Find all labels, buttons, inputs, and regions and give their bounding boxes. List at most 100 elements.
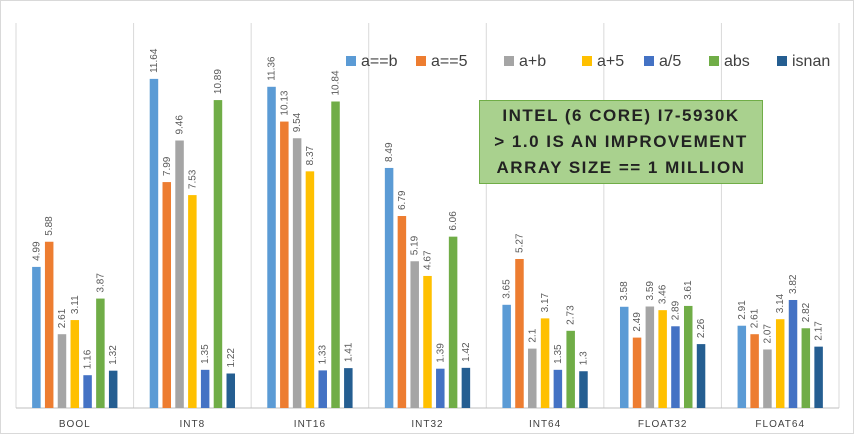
data-label: 3.59 [645,281,656,301]
data-label: 5.19 [410,235,421,255]
bar-a+b-INT32 [410,261,419,408]
data-label: 2.26 [696,318,707,338]
bar-a/5-FLOAT32 [671,326,680,408]
bar-abs-INT64 [566,330,575,408]
data-label: 1.22 [226,348,237,368]
data-label: 3.58 [619,281,630,301]
bar-isnan-INT64 [579,371,588,408]
data-label: 1.35 [200,344,211,364]
bar-a+b-FLOAT32 [645,306,655,408]
data-label: 11.36 [267,56,278,81]
data-label: 2.07 [762,324,773,344]
bar-a/5-INT16 [318,370,327,408]
bar-a==b-INT16 [267,86,276,409]
category-label: INT16 [294,419,326,430]
bar-a+b-FLOAT64 [763,349,772,408]
bar-a==5-INT32 [397,216,407,408]
data-label: 4.67 [423,250,434,270]
data-label: 2.89 [670,300,681,320]
bar-abs-INT16 [331,101,340,409]
data-label: 2.73 [566,305,577,325]
data-label: 2.91 [737,300,748,320]
legend-swatch [644,56,654,66]
category-label: FLOAT32 [638,419,688,430]
bar-a==b-INT8 [149,78,159,408]
bar-a==5-INT64 [515,258,524,408]
bar-a+b-INT8 [175,140,184,408]
data-label: 3.82 [788,274,799,294]
bar-a+5-BOOL [70,320,80,408]
bar-a/5-BOOL [83,375,92,408]
legend-label: a+b [519,53,546,70]
bar-a+b-BOOL [57,334,67,408]
annotation-line-2: > 1.0 IS AN IMPROVEMENT [494,132,748,151]
bar-a+5-FLOAT32 [658,310,667,408]
bar-isnan-BOOL [108,370,118,408]
bar-a+b-INT16 [292,138,302,408]
bar-isnan-INT8 [226,373,236,408]
bar-a==5-FLOAT32 [632,337,642,408]
data-label: 2.17 [814,321,825,341]
data-label: 3.61 [683,280,694,300]
bar-abs-INT8 [213,100,223,408]
data-label: 7.53 [187,169,198,189]
data-label: 2.61 [57,308,68,328]
bar-isnan-FLOAT64 [814,346,823,408]
bar-abs-BOOL [96,298,105,408]
data-label: 2.49 [632,312,643,332]
data-label: 7.99 [162,156,173,176]
category-label: INT8 [180,419,206,430]
legend-swatch [346,56,356,66]
annotation-box: INTEL (6 CORE) I7-5930K > 1.0 IS AN IMPR… [479,100,763,184]
data-label: 9.54 [292,112,303,132]
data-label: 9.46 [175,115,186,135]
bar-a==5-FLOAT64 [750,334,759,408]
category-label: INT64 [529,419,561,430]
data-label: 2.1 [527,328,538,342]
bar-a+5-INT8 [188,195,197,408]
legend-label: isnan [792,53,830,70]
data-label: 4.99 [31,241,42,261]
data-label: 8.49 [384,142,395,162]
annotation-line-1: INTEL (6 CORE) I7-5930K [502,106,740,125]
bar-a==5-INT8 [162,182,172,408]
data-label: 8.37 [305,145,316,165]
bar-a==b-BOOL [32,266,41,408]
data-label: 1.39 [435,343,446,363]
bar-isnan-INT16 [344,368,353,408]
data-label: 3.65 [502,279,513,299]
data-label: 10.89 [213,69,224,94]
bar-a==b-INT64 [502,304,511,408]
legend-swatch [777,56,787,66]
bar-a+5-FLOAT64 [775,319,785,408]
bar-a==5-INT16 [280,121,289,408]
data-label: 6.06 [448,211,459,231]
legend-label: a/5 [659,53,681,70]
bar-a+5-INT16 [305,171,315,408]
category-label: INT32 [411,419,443,430]
data-label: 1.16 [83,349,94,369]
data-label: 3.14 [775,293,786,313]
data-label: 1.3 [578,351,589,365]
bar-a==b-INT32 [384,167,394,408]
category-label: BOOL [59,419,91,430]
data-label: 5.88 [44,216,55,236]
legend-label: a==5 [431,53,468,70]
data-label: 5.27 [514,233,525,253]
data-label: 3.87 [95,273,106,293]
bar-abs-INT32 [448,236,458,408]
data-label: 3.17 [540,292,551,312]
data-label: 1.42 [461,342,472,362]
category-label: FLOAT64 [755,419,805,430]
data-label: 1.33 [318,344,329,364]
bar-a==b-FLOAT64 [737,325,747,408]
bar-isnan-INT32 [461,367,471,408]
data-label: 1.35 [553,344,564,364]
legend-label: abs [724,53,750,70]
legend-swatch [709,56,719,66]
data-label: 1.41 [343,342,354,362]
data-label: 2.82 [801,302,812,322]
bar-a==b-FLOAT32 [619,306,629,408]
